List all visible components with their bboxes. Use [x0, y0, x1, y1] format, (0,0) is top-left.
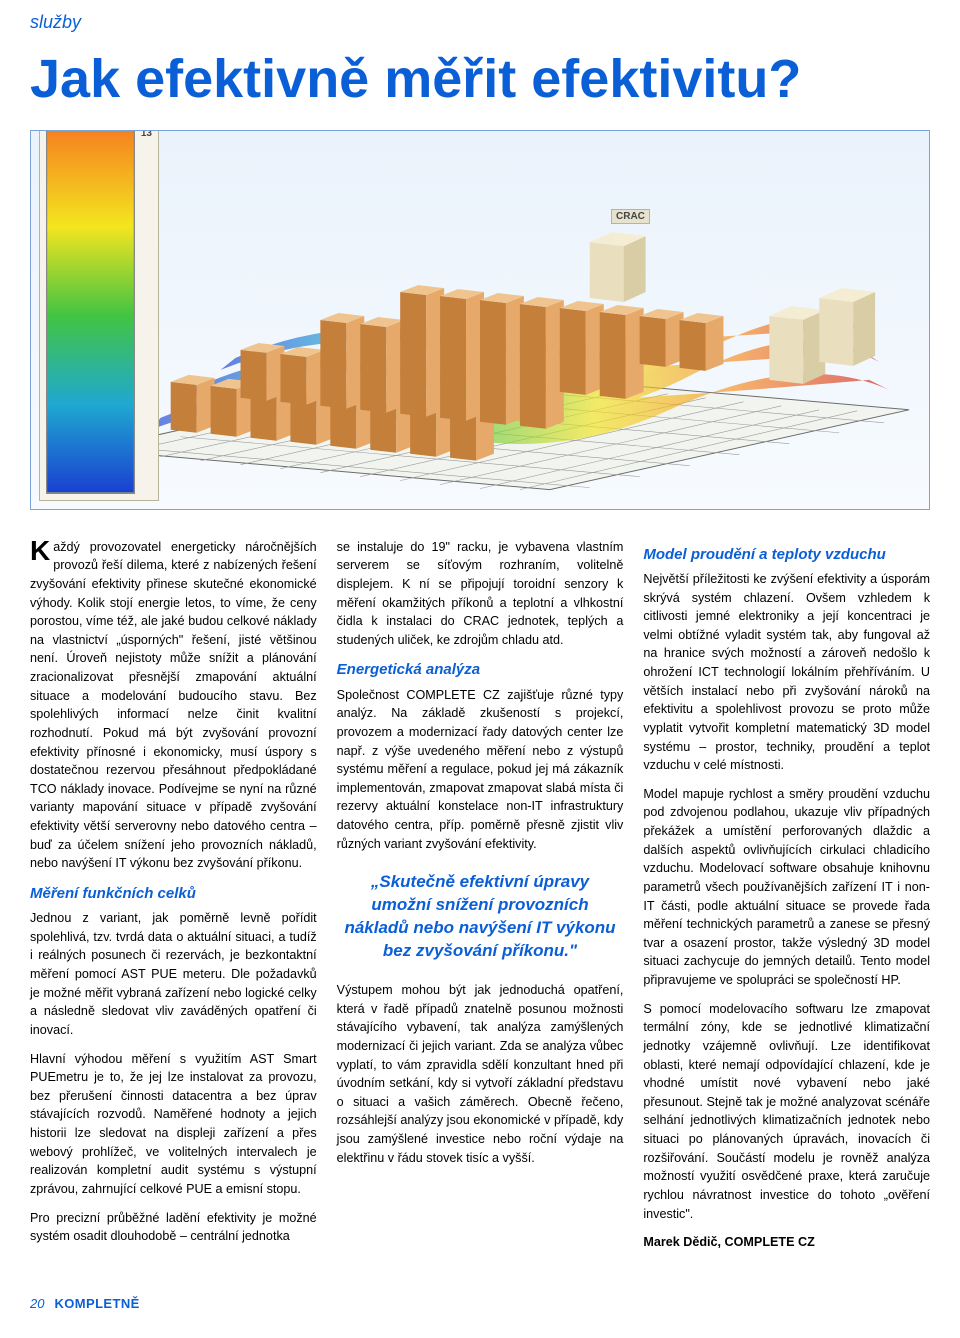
pull-quote: „Skutečně efektivní úpravy umožní snížen… — [343, 871, 618, 963]
thermal-3d-svg — [31, 131, 929, 509]
column-1: Každý provozovatel energeticky náročnějš… — [30, 538, 317, 1262]
body-paragraph: Výstupem mohou být jak jednoduchá opatře… — [337, 981, 624, 1167]
body-paragraph: Největší příležitosti ke zvýšení efektiv… — [643, 570, 930, 775]
legend-tick: 13 — [141, 130, 152, 140]
legend-box: Barevná škála × Teplota ve °C — [39, 130, 159, 501]
thermal-3d-figure: CRAC Barevná škála × Teplota ve °C — [30, 130, 930, 510]
body-paragraph: se instaluje do 19" racku, je vybavena v… — [337, 538, 624, 650]
page-footer: 20 KOMPLETNĚ — [30, 1288, 930, 1311]
section-kicker: služby — [30, 12, 930, 33]
page: služby Jak efektivně měřit efektivitu? — [0, 12, 960, 1335]
byline: Marek Dědič, COMPLETE CZ — [643, 1233, 930, 1252]
column-2: se instaluje do 19" racku, je vybavena v… — [337, 538, 624, 1262]
body-paragraph: Společnost COMPLETE CZ zajišťuje různé t… — [337, 686, 624, 854]
article-title: Jak efektivně měřit efektivitu? — [30, 51, 930, 108]
legend-gradient-bar — [46, 130, 135, 494]
body-paragraph: Pro precizní průběžné ladění efektivity … — [30, 1209, 317, 1246]
body-paragraph: Hlavní výhodou měření s využitím AST Sma… — [30, 1050, 317, 1199]
crac-label: CRAC — [611, 209, 650, 224]
legend-ticks: 35 30 24 18 13 — [141, 130, 152, 140]
subhead: Měření funkčních celků — [30, 883, 317, 905]
body-paragraph: Jednou z variant, jak poměrně levně poří… — [30, 909, 317, 1039]
magazine-name: KOMPLETNĚ — [54, 1296, 139, 1311]
page-number: 20 — [30, 1296, 44, 1311]
subhead: Energetická analýza — [337, 659, 624, 681]
article-columns: Každý provozovatel energeticky náročnějš… — [30, 538, 930, 1262]
column-3: Model proudění a teploty vzduchu Největš… — [643, 538, 930, 1262]
body-paragraph: Model mapuje rychlost a směry proudění v… — [643, 785, 930, 990]
subhead: Model proudění a teploty vzduchu — [643, 544, 930, 566]
body-paragraph: Každý provozovatel energeticky náročnějš… — [30, 538, 317, 873]
body-paragraph: S pomocí modelovacího softwaru lze zmapo… — [643, 1000, 930, 1224]
